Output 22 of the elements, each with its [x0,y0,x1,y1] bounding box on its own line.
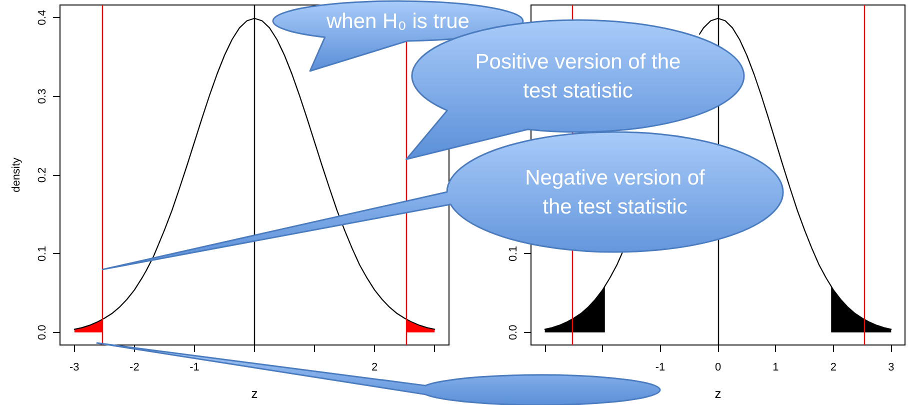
x-axis-title: z [251,386,258,401]
y-tick-label: 0.2 [36,167,48,183]
x-tick-label: 2 [372,362,378,374]
x-tick-label: -1 [655,362,666,374]
x-tick-label: -3 [70,362,80,374]
x-tick-label: -1 [190,362,200,374]
x-tick-label: 3 [888,362,894,374]
x-axis-title: z [714,386,722,401]
x-tick-label: 2 [830,362,836,374]
y-tick-label: 0.1 [36,246,48,262]
y-tick-label: 0.4 [36,10,48,26]
x-tick-label: -2 [130,362,140,374]
y-tick-label: 0.0 [508,324,520,340]
x-tick-label: 0 [714,362,722,374]
y-tick-label: 0.3 [36,88,48,104]
annotation: Negative version of the test statistic [525,166,706,218]
y-axis-title: density [10,157,22,192]
x-tick-label: 1 [772,362,779,374]
annotation: Positive version of the test statistic [475,50,681,102]
y-tick-label: 0.1 [508,246,520,262]
y-tick-label: 0.0 [36,324,48,340]
annotation: when H₀ is true [326,10,470,33]
